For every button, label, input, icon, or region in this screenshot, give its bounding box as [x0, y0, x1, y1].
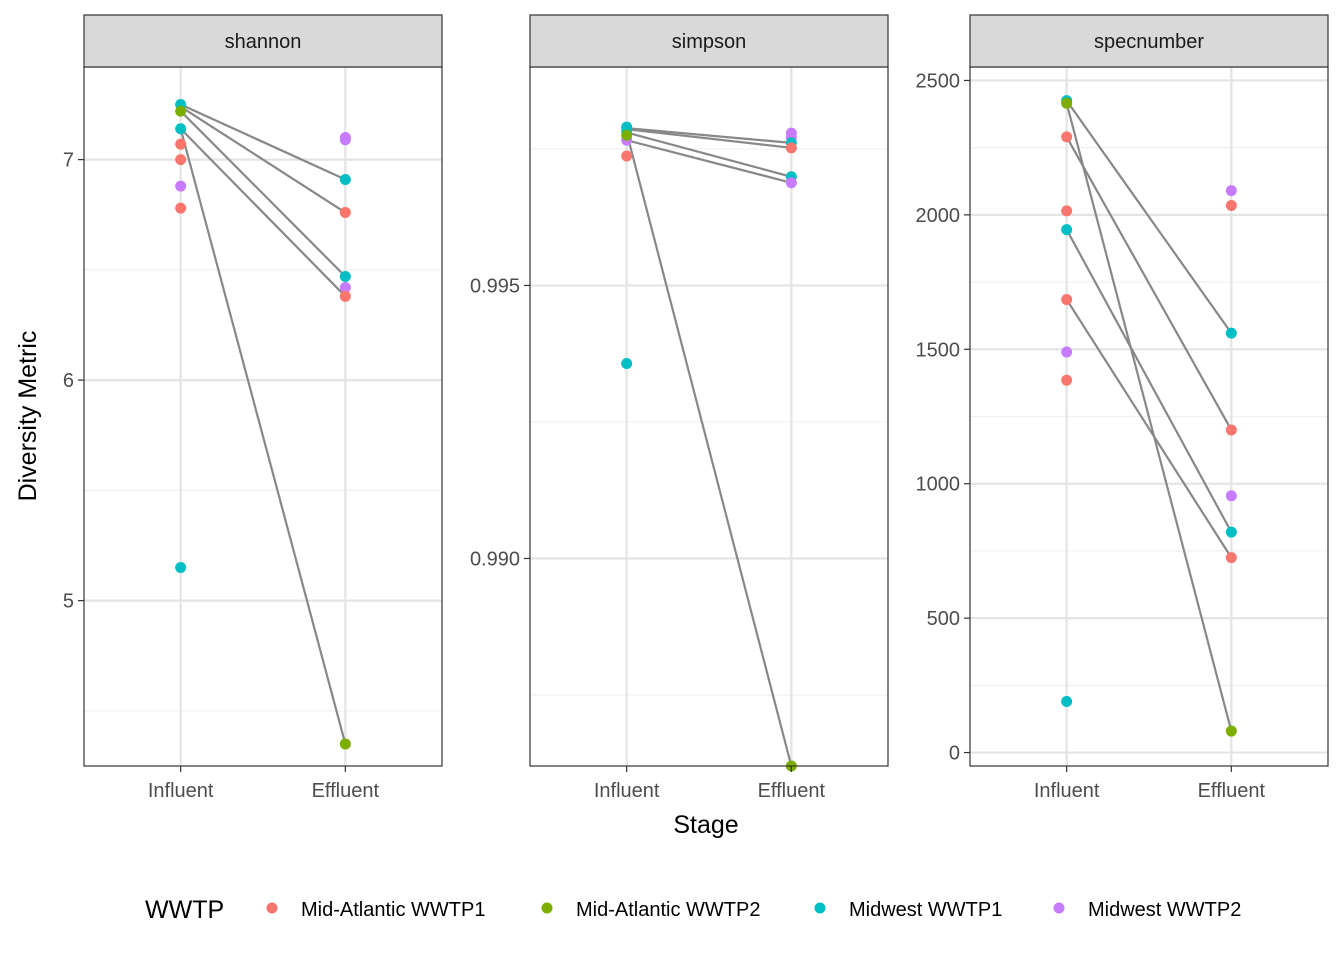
data-point: [1225, 185, 1237, 197]
data-point: [339, 290, 351, 302]
legend-label: Mid-Atlantic WWTP2: [576, 899, 760, 921]
data-point: [175, 180, 187, 192]
paired-line: [179, 128, 347, 745]
y-tick-label: 1500: [916, 339, 961, 361]
x-tick-label: Effluent: [1198, 780, 1266, 802]
y-tick-label: 2000: [916, 205, 961, 227]
data-point: [339, 282, 351, 294]
legend-key: [814, 902, 826, 914]
data-point: [1225, 490, 1237, 502]
data-point: [339, 270, 351, 282]
x-axis-title: Stage: [673, 811, 738, 839]
data-point: [175, 138, 187, 150]
paired-line: [626, 128, 792, 149]
legend-key: [1053, 902, 1065, 914]
data-point: [621, 358, 633, 370]
paired-line: [180, 103, 346, 181]
data-point: [175, 562, 187, 574]
y-tick-label: 1000: [916, 474, 961, 496]
data-point: [621, 150, 633, 162]
legend-label: Midwest WWTP2: [1088, 899, 1241, 921]
legend-label: Midwest WWTP1: [849, 899, 1002, 921]
paired-line: [179, 127, 347, 298]
panel-background: [530, 67, 888, 766]
data-point: [1061, 374, 1073, 386]
panel-background: [84, 67, 442, 766]
data-point: [175, 154, 187, 166]
legend-title: WWTP: [145, 896, 224, 924]
data-point: [175, 123, 187, 135]
paired-line: [626, 131, 792, 178]
data-point: [339, 134, 351, 146]
paired-line: [626, 139, 792, 184]
paired-line: [625, 132, 793, 767]
data-point: [785, 177, 797, 189]
y-axis-title: Diversity Metric: [14, 331, 42, 502]
legend-key: [541, 902, 553, 914]
data-point: [1225, 725, 1237, 737]
data-point: [1061, 224, 1073, 236]
facet-label: simpson: [672, 31, 746, 53]
facet-label: shannon: [225, 31, 302, 53]
x-tick-label: Effluent: [758, 780, 826, 802]
paired-line: [1065, 298, 1233, 559]
data-point: [1061, 205, 1073, 217]
data-point: [1225, 526, 1237, 538]
paired-line: [179, 110, 347, 278]
data-point: [621, 129, 633, 141]
x-tick-label: Influent: [148, 780, 214, 802]
y-tick-label: 0.995: [470, 275, 520, 297]
y-tick-label: 6: [63, 370, 74, 392]
data-point: [1061, 346, 1073, 358]
paired-line: [1065, 136, 1233, 431]
y-tick-label: 500: [927, 608, 960, 630]
data-point: [175, 202, 187, 214]
data-point: [339, 738, 351, 750]
y-tick-label: 5: [63, 591, 74, 613]
legend-key: [266, 902, 278, 914]
facet-strip: [529, 14, 889, 68]
paired-line: [180, 105, 346, 214]
data-point: [339, 173, 351, 185]
data-point: [1061, 294, 1073, 306]
data-point: [1061, 695, 1073, 707]
paired-line: [1065, 103, 1233, 732]
data-point: [1061, 131, 1073, 143]
y-tick-label: 0: [949, 743, 960, 765]
x-tick-label: Influent: [594, 780, 660, 802]
x-tick-label: Influent: [1034, 780, 1100, 802]
data-point: [175, 105, 187, 117]
paired-line: [1065, 99, 1233, 334]
y-tick-label: 2500: [916, 70, 961, 92]
legend-label: Mid-Atlantic WWTP1: [301, 899, 485, 921]
data-point: [1061, 97, 1073, 109]
data-point: [1225, 199, 1237, 211]
data-point: [1225, 424, 1237, 436]
data-point: [785, 142, 797, 154]
data-point: [1225, 552, 1237, 564]
data-point: [339, 207, 351, 219]
y-tick-label: 0.990: [470, 548, 520, 570]
facet-strip: [969, 14, 1329, 68]
x-tick-label: Effluent: [312, 780, 380, 802]
paired-line: [626, 127, 792, 145]
y-tick-label: 7: [63, 150, 74, 172]
facet-label: specnumber: [1094, 31, 1204, 53]
facet-strip: [83, 14, 443, 68]
data-point: [1225, 327, 1237, 339]
paired-line: [1065, 229, 1233, 533]
